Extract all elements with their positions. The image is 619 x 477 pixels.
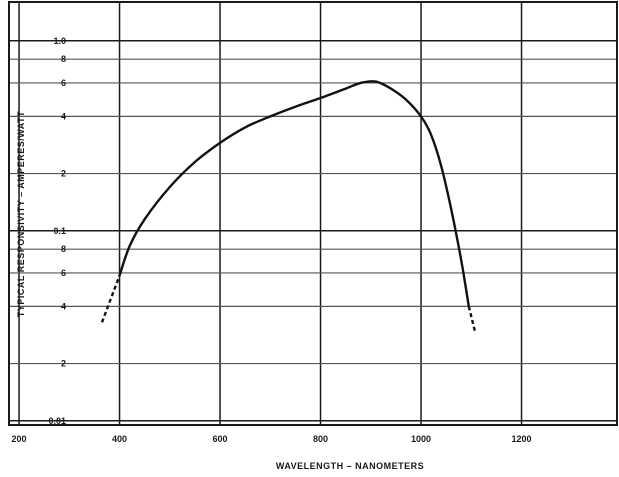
x-tick-labels: 200 400 600 800 1000 1200	[12, 434, 532, 444]
y-tick-label: 6	[61, 78, 66, 88]
x-tick-label: 200	[12, 434, 27, 444]
responsivity-curve	[118, 80, 470, 308]
x-tick-label: 600	[213, 434, 228, 444]
y-tick-label: 1.0	[53, 36, 66, 46]
y-tick-label: 0.01	[48, 416, 66, 426]
y-axis-title: TYPICAL RESPONSIVITY – AMPERES/WATT	[16, 111, 26, 317]
x-axis-title: WAVELENGTH – NANOMETERS	[276, 461, 424, 471]
series-layer	[100, 80, 477, 334]
x-tick-label: 1000	[411, 434, 431, 444]
y-tick-label: 0.1	[53, 226, 66, 236]
responsivity-curve-extrapolated	[467, 306, 477, 334]
y-tick-label: 2	[61, 359, 66, 369]
x-tick-label: 400	[112, 434, 127, 444]
x-tick-label: 1200	[512, 434, 532, 444]
y-tick-label: 6	[61, 268, 66, 278]
y-tick-label: 2	[61, 169, 66, 179]
responsivity-curve-extrapolated	[100, 275, 121, 323]
x-tick-label: 800	[313, 434, 328, 444]
y-tick-label: 4	[61, 111, 66, 121]
plot-frame	[8, 1, 618, 426]
y-tick-label: 8	[61, 54, 66, 64]
y-tick-labels: 0.01 2 4 6 8 0.1 2 4 6 8 1.0	[48, 36, 66, 426]
y-tick-label: 4	[61, 301, 66, 311]
gridlines	[9, 2, 617, 425]
y-tick-label: 8	[61, 244, 66, 254]
